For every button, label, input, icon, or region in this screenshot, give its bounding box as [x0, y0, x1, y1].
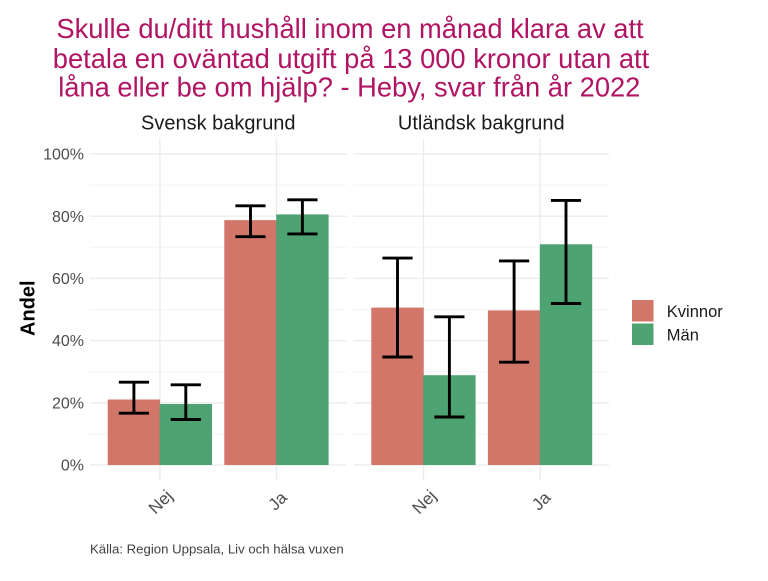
svg-text:låna eller be om hjälp? - Heby: låna eller be om hjälp? - Heby, svar frå…: [58, 72, 640, 103]
svg-text:Andel: Andel: [17, 280, 39, 336]
svg-text:Kvinnor: Kvinnor: [667, 303, 723, 321]
svg-text:0%: 0%: [61, 458, 84, 475]
svg-text:Svensk bakgrund: Svensk bakgrund: [141, 113, 296, 135]
svg-text:60%: 60%: [52, 271, 84, 288]
svg-text:20%: 20%: [52, 395, 84, 412]
svg-text:80%: 80%: [52, 209, 84, 226]
svg-text:Källa: Region Uppsala, Liv och: Källa: Region Uppsala, Liv och hälsa vux…: [90, 541, 344, 556]
svg-text:Utländsk bakgrund: Utländsk bakgrund: [398, 113, 565, 135]
svg-text:Män: Män: [667, 326, 699, 344]
svg-text:40%: 40%: [52, 333, 84, 350]
svg-text:Skulle du/ditt hushåll inom en: Skulle du/ditt hushåll inom en månad kla…: [56, 13, 644, 44]
svg-text:100%: 100%: [43, 147, 84, 164]
svg-text:betala en oväntad utgift på 13: betala en oväntad utgift på 13 000 krono…: [53, 43, 650, 74]
